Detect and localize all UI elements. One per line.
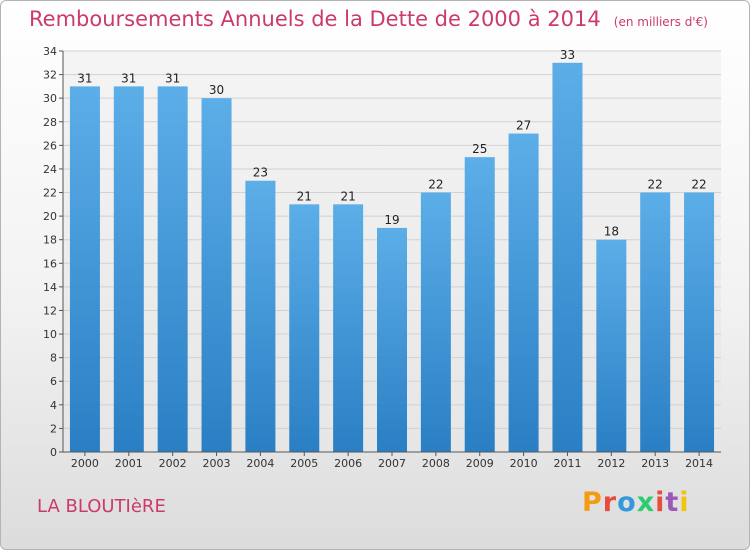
y-tick-label: 0 [50,446,57,459]
value-label-2013: 22 [648,178,663,192]
logo-letter: i [679,487,690,518]
value-label-2003: 30 [209,83,224,97]
x-tick-label-2013: 2013 [641,457,669,470]
bar-2002[interactable] [157,86,188,452]
bar-2006[interactable] [333,204,364,452]
value-label-2012: 18 [604,225,619,239]
value-label-2014: 22 [691,178,706,192]
value-label-2011: 33 [560,48,575,62]
x-tick-label-2011: 2011 [553,457,581,470]
y-tick-label: 10 [43,328,57,341]
logo-letter: t [665,487,680,518]
y-tick-label: 2 [50,422,57,435]
y-tick-label: 4 [50,399,57,412]
x-tick-label-2004: 2004 [246,457,274,470]
value-label-2008: 22 [428,178,443,192]
x-tick-label-2007: 2007 [378,457,406,470]
x-tick-label-2012: 2012 [597,457,625,470]
y-tick-label: 16 [43,257,57,270]
proxiti-logo[interactable]: Proxiti [582,487,690,518]
value-label-2009: 25 [472,142,487,156]
y-tick-label: 30 [43,92,57,105]
logo-letter: i [655,487,666,518]
value-label-2006: 21 [340,189,355,203]
bar-2005[interactable] [289,204,320,452]
bar-2009[interactable] [464,157,495,452]
value-label-2004: 23 [253,166,268,180]
bar-2011[interactable] [552,62,583,452]
chart-unit: (en milliers d'€) [613,15,708,29]
x-tick-label-2001: 2001 [115,457,143,470]
y-tick-label: 12 [43,304,57,317]
value-label-2005: 21 [297,189,312,203]
chart-header: Remboursements Annuels de la Dette de 20… [29,7,708,31]
y-tick-label: 18 [43,234,57,247]
x-tick-label-2000: 2000 [71,457,99,470]
y-tick-label: 22 [43,187,57,200]
bar-2004[interactable] [245,180,276,452]
y-tick-label: 14 [43,281,57,294]
value-label-2010: 27 [516,119,531,133]
value-label-2000: 31 [77,71,92,85]
y-tick-label: 24 [43,163,57,176]
bar-2007[interactable] [377,227,407,452]
value-label-2002: 31 [165,71,180,85]
x-tick-label-2008: 2008 [422,457,450,470]
bar-2003[interactable] [201,98,232,453]
bar-2014[interactable] [684,192,715,452]
logo-letter: P [582,487,603,518]
y-tick-label: 26 [43,139,57,152]
bar-2012[interactable] [596,239,627,452]
x-tick-label-2005: 2005 [290,457,318,470]
x-tick-label-2010: 2010 [510,457,538,470]
bar-2000[interactable] [69,86,100,452]
x-tick-label-2003: 2003 [203,457,231,470]
bar-2013[interactable] [640,192,671,452]
value-label-2007: 19 [384,213,399,227]
commune-name: LA BLOUTIèRE [37,496,166,517]
logo-letter: x [636,487,656,518]
y-tick-label: 34 [43,45,57,58]
value-label-2001: 31 [121,71,136,85]
chart-title: Remboursements Annuels de la Dette de 20… [29,7,601,31]
bar-2001[interactable] [113,86,144,452]
y-tick-label: 32 [43,69,57,82]
logo-letter: o [617,487,637,518]
y-tick-label: 6 [50,375,57,388]
x-tick-label-2006: 2006 [334,457,362,470]
x-tick-label-2014: 2014 [685,457,713,470]
x-tick-label-2009: 2009 [466,457,494,470]
y-tick-label: 8 [50,352,57,365]
bar-2008[interactable] [420,192,451,452]
bar-2010[interactable] [508,133,539,452]
y-tick-label: 20 [43,210,57,223]
y-tick-label: 28 [43,116,57,129]
x-tick-label-2002: 2002 [159,457,187,470]
logo-letter: r [602,487,618,518]
